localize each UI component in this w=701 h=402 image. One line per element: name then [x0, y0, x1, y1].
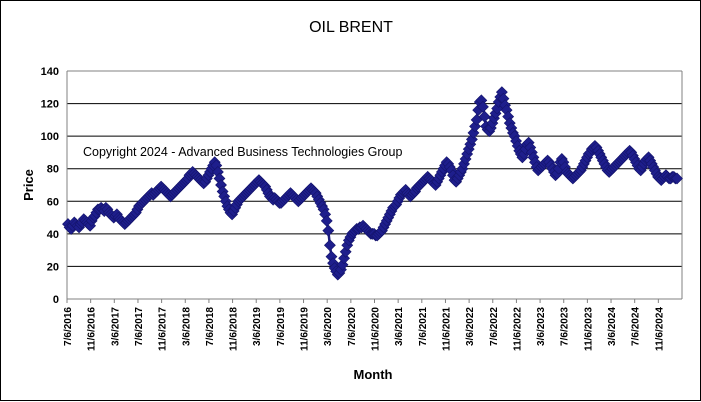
x-tick-label: 11/6/2016 — [87, 307, 98, 351]
x-tick-label: 11/6/2018 — [229, 307, 240, 351]
y-tick-label: 60 — [47, 196, 59, 208]
x-tick-label: 11/6/2021 — [441, 307, 452, 351]
x-tick-label: 11/6/2020 — [371, 307, 382, 351]
x-tick-label: 3/6/2022 — [465, 307, 476, 346]
x-tick-label: 3/6/2017 — [110, 307, 121, 346]
copyright-annotation: Copyright 2024 - Advanced Business Techn… — [83, 145, 402, 159]
data-point — [322, 224, 335, 237]
x-tick-label: 3/6/2023 — [536, 307, 547, 346]
x-tick-label: 11/6/2017 — [158, 307, 169, 351]
x-tick-label: 7/6/2022 — [489, 307, 500, 346]
y-tick-labels: 0 20 40 60 80 100 120 140 — [41, 66, 59, 306]
y-tick-label: 20 — [47, 261, 59, 273]
x-tick-label: 3/6/2019 — [252, 307, 263, 346]
y-tick-label: 80 — [47, 164, 59, 176]
x-tick-label: 11/6/2019 — [300, 307, 311, 351]
x-tick-label: 7/6/2019 — [276, 307, 287, 346]
data-point — [339, 245, 352, 258]
y-tick-label: 140 — [41, 66, 59, 78]
y-tick-label: 100 — [41, 131, 59, 143]
x-axis-title: Month — [354, 367, 393, 382]
chart-title: OIL BRENT — [309, 19, 393, 36]
x-tick-label: 7/6/2020 — [347, 307, 358, 346]
y-tick-label: 40 — [47, 229, 59, 241]
x-tick-labels: 7/6/2016 11/6/2016 3/6/2017 7/6/2017 11/6/20… — [63, 299, 665, 351]
y-axis-title: Price — [21, 169, 36, 201]
x-tick-label: 7/6/2016 — [63, 307, 74, 346]
x-tick-label: 11/6/2023 — [583, 307, 594, 351]
x-tick-label: 7/6/2024 — [631, 307, 642, 346]
series-group — [62, 86, 683, 281]
y-tick-label: 120 — [41, 99, 59, 111]
axes — [66, 70, 683, 300]
x-tick-label: 3/6/2018 — [181, 307, 192, 346]
data-point — [323, 239, 336, 252]
x-tick-label: 11/6/2022 — [512, 307, 523, 351]
x-tick-label: 7/6/2021 — [418, 307, 429, 346]
y-tick-label: 0 — [53, 294, 59, 306]
x-tick-label: 7/6/2023 — [560, 307, 571, 346]
data-point — [671, 172, 683, 185]
x-tick-label: 11/6/2024 — [654, 307, 665, 351]
x-tick-label: 7/6/2018 — [205, 307, 216, 346]
x-tick-label: 3/6/2021 — [394, 307, 405, 346]
x-tick-label: 3/6/2024 — [607, 307, 618, 346]
x-tick-label: 7/6/2017 — [134, 307, 145, 346]
x-tick-label: 3/6/2020 — [323, 307, 334, 346]
data-point — [469, 120, 481, 133]
